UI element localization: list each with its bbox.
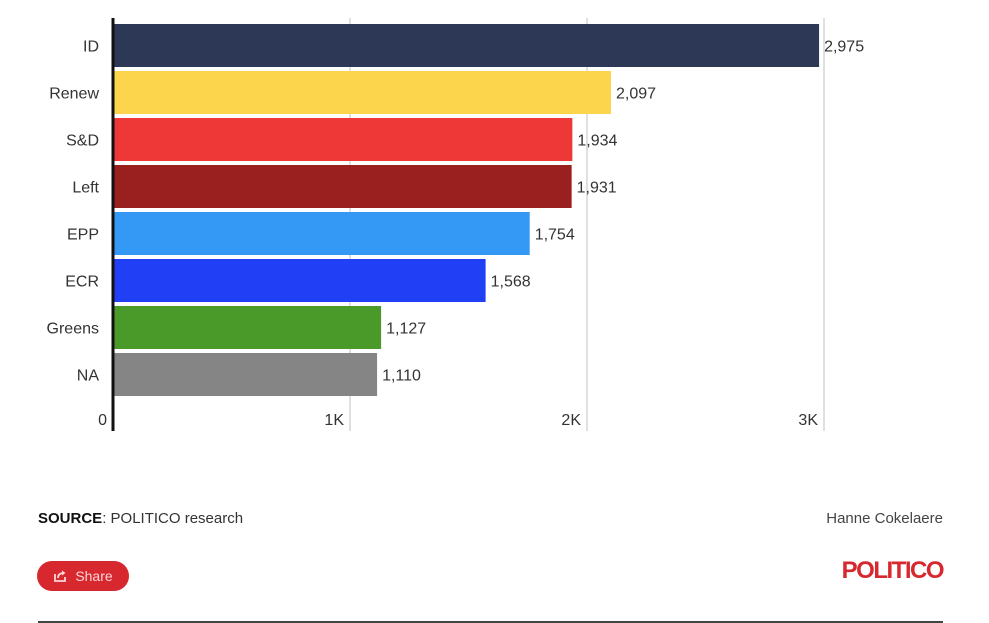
x-tick-label: 2K [561,412,581,429]
category-label: ECR [65,274,99,291]
value-label: 1,931 [577,180,617,197]
source-text: : POLITICO research [102,510,244,527]
value-label: 1,568 [491,274,531,291]
value-labels: 2,975 2,097 1,934 1,931 1,754 1,568 1,127 1,110 [382,39,864,385]
category-label: Left [72,180,99,197]
bar [114,24,820,67]
share-label: Share [75,568,113,584]
value-label: 1,110 [382,368,421,385]
value-label: 2,097 [616,86,656,103]
bar [114,118,573,161]
category-label: Greens [47,321,99,338]
bottom-divider [38,621,943,623]
share-icon [53,569,67,583]
value-label: 1,754 [535,227,575,244]
category-label: NA [77,368,100,385]
x-tick-label: 0 [98,412,107,429]
x-tick-label: 3K [798,412,818,429]
author-credit: Hanne Cokelaere [826,510,943,527]
bar [114,353,378,396]
value-label: 1,934 [577,133,617,150]
bar [114,212,530,255]
category-label: ID [83,39,99,56]
value-label: 1,127 [386,321,426,338]
category-label: EPP [67,227,99,244]
category-label: Renew [49,86,99,103]
bar [114,259,486,302]
source-note: SOURCE: POLITICO research [38,510,243,527]
bars [114,24,820,396]
value-label: 2,975 [824,39,864,56]
politico-logo[interactable]: POLITICO [841,557,945,584]
source-label: SOURCE [38,510,103,527]
bar-chart: ID Renew S&D Left EPP ECR Greens NA 2,975 2,097 1… [47,18,864,431]
category-label: S&D [66,133,99,150]
x-tick-labels: 0 1K 2K 3K [98,412,818,429]
bar [114,306,382,349]
share-button[interactable]: Share [37,561,129,591]
bar [114,71,611,114]
bar [114,165,572,208]
category-labels: ID Renew S&D Left EPP ECR Greens NA [47,39,100,385]
x-tick-label: 1K [324,412,344,429]
